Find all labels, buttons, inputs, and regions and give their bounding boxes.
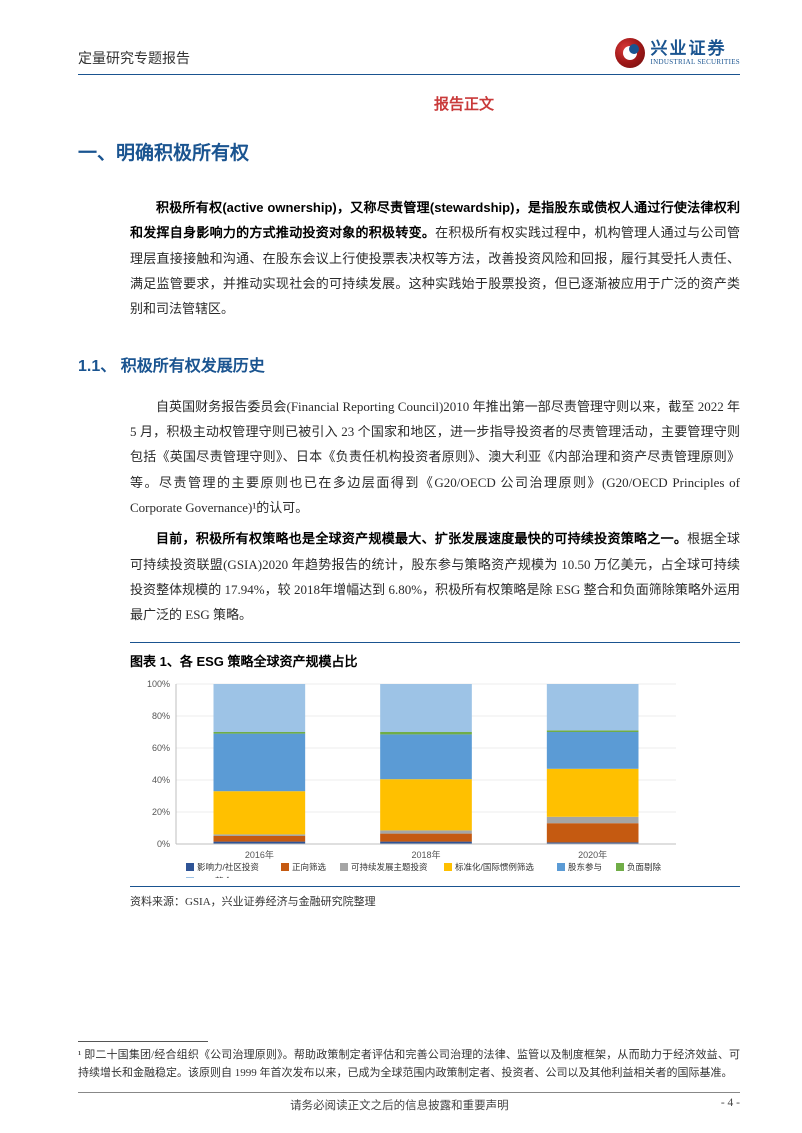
svg-text:影响力/社区投资: 影响力/社区投资 <box>197 862 259 872</box>
svg-text:ESG整合: ESG整合 <box>197 876 232 878</box>
footer-disclaimer: 请务必阅读正文之后的信息披露和重要声明 <box>290 1097 509 1113</box>
svg-text:40%: 40% <box>152 775 170 785</box>
svg-text:可持续发展主题投资: 可持续发展主题投资 <box>351 862 428 872</box>
footnote-text: ¹ 即二十国集团/经合组织《公司治理原则》。帮助政策制定者评估和完善公司治理的法… <box>78 1046 740 1083</box>
logo-icon <box>615 38 645 68</box>
company-name-cn: 兴业证券 <box>651 40 740 59</box>
svg-text:100%: 100% <box>147 679 170 689</box>
svg-text:60%: 60% <box>152 743 170 753</box>
footnote-rule <box>78 1041 208 1042</box>
company-logo: 兴业证券 INDUSTRIAL SECURITIES <box>615 38 740 68</box>
heading-2: 1.1、 积极所有权发展历史 <box>78 352 740 376</box>
svg-text:正向筛选: 正向筛选 <box>292 862 327 872</box>
paragraph-1: 积极所有权(active ownership)，又称尽责管理(stewardsh… <box>130 195 740 322</box>
svg-text:股东参与: 股东参与 <box>568 862 602 872</box>
svg-text:标准化/国际惯例筛选: 标准化/国际惯例筛选 <box>455 862 534 872</box>
chart-source: 资料来源：GSIA，兴业证券经济与金融研究院整理 <box>130 886 740 909</box>
svg-text:2016年: 2016年 <box>245 849 274 860</box>
stacked-bar-chart: 0% 20% 40% 60% 80% 100% 2016年 2018年 2020年影响力/社区投… <box>130 678 690 878</box>
page-footer: 请务必阅读正文之后的信息披露和重要声明 - 4 - <box>78 1092 740 1113</box>
company-name-en: INDUSTRIAL SECURITIES <box>651 59 740 67</box>
svg-text:80%: 80% <box>152 711 170 721</box>
page-header: 定量研究专题报告 兴业证券 INDUSTRIAL SECURITIES <box>78 38 740 75</box>
para3-lead: 目前，积极所有权策略也是全球资产规模最大、扩张发展速度最快的可持续投资策略之一。 <box>156 531 687 546</box>
svg-text:2020年: 2020年 <box>578 849 607 860</box>
svg-text:2018年: 2018年 <box>411 849 440 860</box>
page-number: - 4 - <box>721 1097 740 1113</box>
paragraph-3: 目前，积极所有权策略也是全球资产规模最大、扩张发展速度最快的可持续投资策略之一。… <box>130 526 740 627</box>
chart-title: 图表 1、各 ESG 策略全球资产规模占比 <box>130 642 740 670</box>
heading-1: 一、明确积极所有权 <box>78 138 740 165</box>
section-label: 报告正文 <box>188 93 740 114</box>
svg-text:20%: 20% <box>152 807 170 817</box>
footnote-section: ¹ 即二十国集团/经合组织《公司治理原则》。帮助政策制定者评估和完善公司治理的法… <box>78 1041 740 1083</box>
svg-text:0%: 0% <box>157 839 170 849</box>
svg-text:负面剔除: 负面剔除 <box>627 862 662 872</box>
paragraph-2: 自英国财务报告委员会(Financial Reporting Council)2… <box>130 394 740 521</box>
report-type: 定量研究专题报告 <box>78 48 190 68</box>
